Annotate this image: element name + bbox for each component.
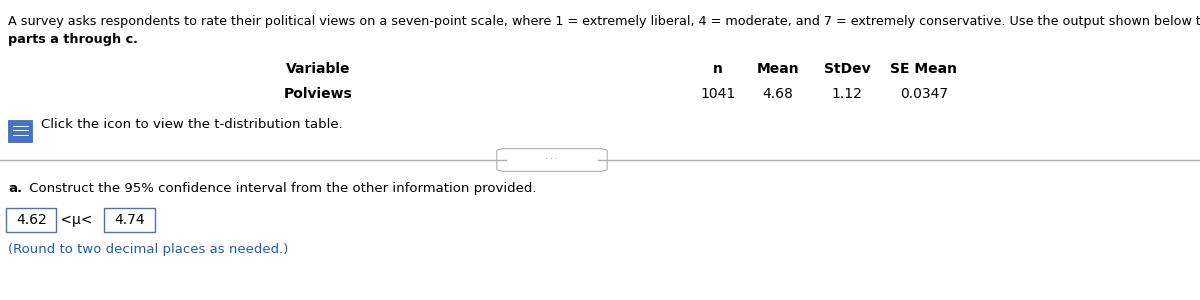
Text: 4.74: 4.74 [114,213,145,227]
Text: 4.62: 4.62 [16,213,47,227]
Text: · · ·: · · · [546,155,558,164]
Text: a.: a. [8,182,23,195]
Text: 1.12: 1.12 [832,87,863,101]
Text: 4.68: 4.68 [762,87,793,101]
Text: n: n [713,62,722,76]
Text: Construct the 95% confidence interval from the other information provided.: Construct the 95% confidence interval fr… [25,182,536,195]
FancyBboxPatch shape [8,120,32,142]
Text: parts a through c.: parts a through c. [8,33,138,46]
Text: Click the icon to view the t-distribution table.: Click the icon to view the t-distributio… [41,118,342,131]
FancyBboxPatch shape [6,208,56,232]
Text: SE Mean: SE Mean [890,62,958,76]
Text: 0.0347: 0.0347 [900,87,948,101]
FancyBboxPatch shape [104,208,155,232]
FancyBboxPatch shape [497,148,607,171]
Text: Mean: Mean [756,62,799,76]
Text: 1041: 1041 [700,87,736,101]
Text: StDev: StDev [824,62,870,76]
Text: A survey asks respondents to rate their political views on a seven-point scale, : A survey asks respondents to rate their … [8,15,1200,28]
Text: <μ<: <μ< [56,213,97,227]
Text: Polviews: Polviews [283,87,353,101]
Text: Variable: Variable [286,62,350,76]
Text: (Round to two decimal places as needed.): (Round to two decimal places as needed.) [8,243,289,256]
